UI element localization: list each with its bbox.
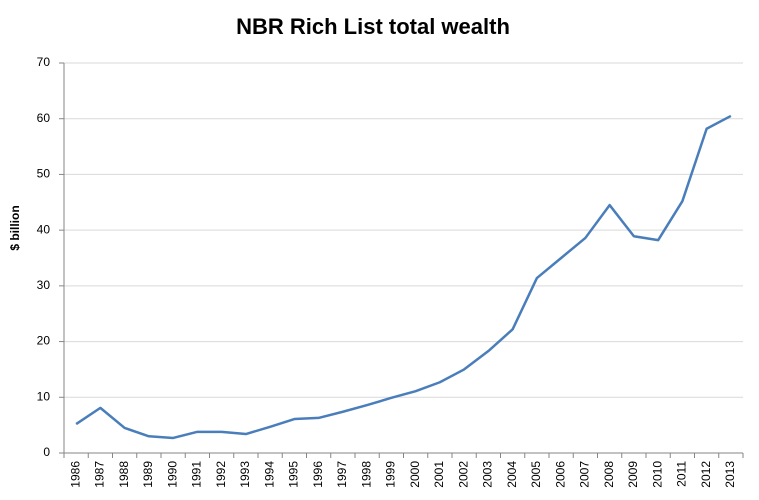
y-tick-label: 0 bbox=[43, 445, 50, 459]
x-tick-label: 2006 bbox=[553, 461, 567, 488]
y-tick-label: 10 bbox=[37, 389, 51, 403]
x-tick-label: 1993 bbox=[238, 461, 252, 488]
x-tick-label: 2012 bbox=[699, 461, 713, 488]
chart-title: NBR Rich List total wealth bbox=[236, 14, 510, 39]
x-tick-label: 2000 bbox=[408, 461, 422, 488]
x-tick-label: 1990 bbox=[165, 461, 179, 488]
y-axis-label: $ billion bbox=[8, 205, 22, 250]
x-tick-label: 2004 bbox=[505, 461, 519, 488]
x-tick-label: 1986 bbox=[68, 461, 82, 488]
x-tick-label: 1999 bbox=[384, 461, 398, 488]
y-tick-label: 40 bbox=[37, 222, 51, 236]
x-tick-label: 1994 bbox=[262, 461, 276, 488]
x-tick-label: 2009 bbox=[626, 461, 640, 488]
x-tick-label: 2003 bbox=[481, 461, 495, 488]
x-tick-label: 2005 bbox=[529, 461, 543, 488]
x-tick-label: 1991 bbox=[190, 461, 204, 488]
y-tick-label: 60 bbox=[37, 111, 51, 125]
data-line bbox=[75, 114, 732, 440]
x-tick-label: 1997 bbox=[335, 461, 349, 488]
x-tick-label: 1992 bbox=[214, 461, 228, 488]
y-tick-label: 70 bbox=[37, 55, 51, 69]
x-tick-label: 2001 bbox=[432, 461, 446, 488]
x-tick-label: 1989 bbox=[141, 461, 155, 488]
x-tick-label: 1995 bbox=[287, 461, 301, 488]
x-tick-label: 2007 bbox=[578, 461, 592, 488]
x-tick-label: 2013 bbox=[723, 461, 737, 488]
y-tick-label: 50 bbox=[37, 167, 51, 181]
y-tick-label: 30 bbox=[37, 278, 51, 292]
x-tick-label: 2011 bbox=[675, 461, 689, 487]
x-tick-label: 1996 bbox=[311, 461, 325, 488]
x-tick-label: 1998 bbox=[359, 461, 373, 488]
x-tick-label: 2002 bbox=[456, 461, 470, 488]
y-tick-label: 20 bbox=[37, 334, 51, 348]
x-tick-label: 1988 bbox=[117, 461, 131, 488]
x-tick-label: 2008 bbox=[602, 461, 616, 488]
x-tick-label: 1987 bbox=[93, 461, 107, 488]
x-tick-label: 2010 bbox=[650, 461, 664, 488]
